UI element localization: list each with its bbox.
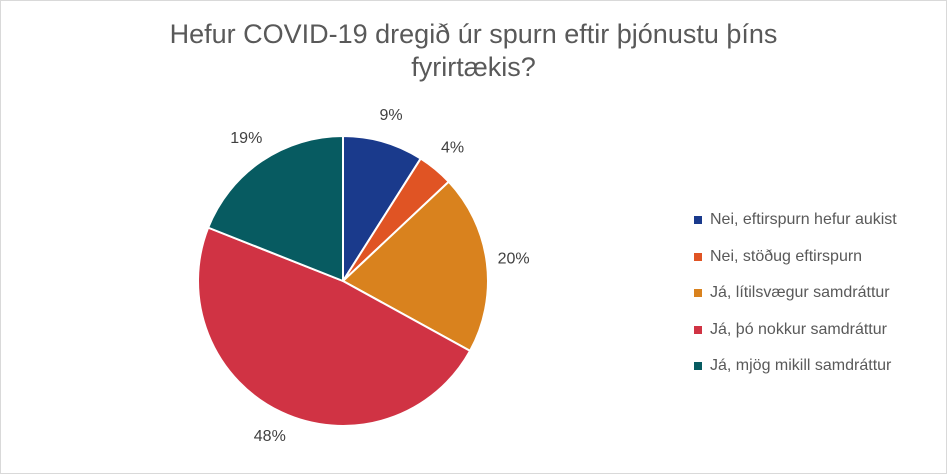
pie-slice xyxy=(207,135,344,282)
pie-data-label: 48% xyxy=(254,428,286,445)
pie-slice xyxy=(197,226,472,427)
legend-item: Nei, eftirspurn hefur aukist xyxy=(694,202,897,239)
legend-swatch xyxy=(694,325,702,334)
legend-item: Já, þó nokkur samdráttur xyxy=(694,312,897,349)
legend-label: Já, þó nokkur samdráttur xyxy=(710,320,887,338)
chart-title: Hefur COVID-19 dregið úr spurn eftir þjó… xyxy=(1,18,946,84)
legend-item: Nei, stöðug eftirspurn xyxy=(694,239,897,276)
legend-swatch xyxy=(694,362,702,371)
legend-label: Já, mjög mikill samdráttur xyxy=(710,357,892,375)
pie-data-label: 19% xyxy=(230,130,262,147)
pie-data-label: 20% xyxy=(498,251,530,268)
pie-slices xyxy=(197,135,489,427)
legend-swatch xyxy=(694,252,702,261)
pie-data-label: 4% xyxy=(441,140,464,157)
pie-slice xyxy=(342,135,422,282)
legend-label: Já, lítilsvægur samdráttur xyxy=(710,284,890,302)
pie-data-label: 9% xyxy=(379,107,402,124)
chart-title-line-2: fyrirtækis? xyxy=(411,52,536,82)
legend-item: Já, mjög mikill samdráttur xyxy=(694,348,897,385)
legend-swatch xyxy=(694,216,702,225)
pie-data-labels: 9% 4% 20% 48% 19% xyxy=(230,107,529,445)
pie-slice xyxy=(342,180,489,352)
chart-title-line-1: Hefur COVID-19 dregið úr spurn eftir þjó… xyxy=(169,19,778,49)
legend-item: Já, lítilsvægur samdráttur xyxy=(694,275,897,312)
legend-swatch xyxy=(694,289,702,298)
legend-label: Nei, stöðug eftirspurn xyxy=(710,247,863,265)
legend: Nei, eftirspurn hefur aukist Nei, stöðug… xyxy=(694,202,897,385)
legend-label: Nei, eftirspurn hefur aukist xyxy=(710,211,897,229)
